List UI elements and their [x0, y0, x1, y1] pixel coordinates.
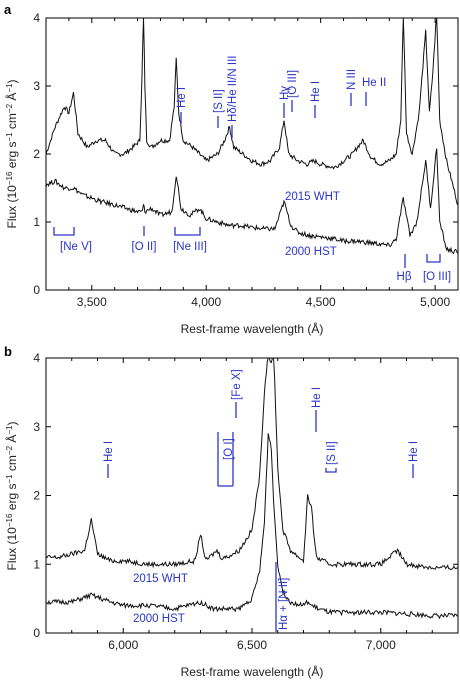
x-tick-label: 4,500 — [306, 295, 336, 309]
panel-a-ylabel: Flux (10−16 erg s−1 cm−2 Å−1) — [4, 79, 19, 228]
series-line-2015-wht — [45, 17, 459, 206]
line-label: [O I] — [223, 438, 235, 460]
x-tick-label: 6,000 — [108, 638, 138, 652]
panel-b-series — [45, 357, 459, 620]
x-tick-label: 5,000 — [420, 295, 450, 309]
series-line-2015-wht — [45, 357, 459, 571]
y-tick-label: 0 — [33, 626, 40, 640]
panel-b-ticks: 6,000 6,500 7,000 0 1 2 3 4 — [33, 351, 459, 652]
bracket-label: [Ne V] — [60, 241, 92, 253]
line-label: Hγ — [279, 86, 291, 100]
bracket-marker — [217, 432, 234, 487]
x-tick-label: 6,500 — [237, 638, 267, 652]
panel-b-frame — [45, 357, 459, 634]
series-label-hst: 2000 HST — [133, 613, 185, 625]
line-label: He II — [362, 77, 386, 89]
y-tick-label: 3 — [33, 79, 40, 93]
panel-b-ylabel: Flux (10−16 erg s−1 cm−2 Å−1) — [4, 421, 19, 570]
line-label: He I — [176, 87, 188, 108]
y-tick-label: 2 — [33, 489, 40, 503]
series-label-wht: 2015 WHT — [285, 191, 340, 203]
y-tick-label: 3 — [33, 420, 40, 434]
y-tick-label: 2 — [33, 147, 40, 161]
y-tick-label: 4 — [33, 11, 40, 25]
bracket-marker — [174, 227, 201, 236]
bracket-label: Hβ — [397, 271, 412, 283]
series-label-hst: 2000 HST — [285, 246, 337, 258]
line-label: He I — [310, 81, 322, 102]
x-tick-label: 7,000 — [366, 638, 396, 652]
y-tick-label: 0 — [33, 283, 40, 297]
series-label-wht: 2015 WHT — [133, 573, 188, 585]
x-tick-label: 4,000 — [191, 295, 221, 309]
line-label: He I — [408, 441, 420, 462]
line-label: [S II] — [326, 441, 338, 465]
bracket-marker — [426, 254, 441, 263]
line-label: [O III] — [287, 70, 299, 98]
panel-b-xlabel: Rest-frame wavelength (Å) — [181, 664, 324, 679]
y-tick-label: 4 — [33, 351, 40, 365]
panel-a-xlabel: Rest-frame wavelength (Å) — [181, 321, 324, 336]
panel-b-annotations: He I [O I] [Fe X] He I [S II] He I 2015 WHT 200… — [103, 369, 420, 632]
bracket-label: [Ne III] — [173, 241, 207, 253]
line-label: Hδ/He II/N III — [227, 56, 239, 122]
x-tick-label: 3,500 — [77, 295, 107, 309]
line-label: He I — [311, 387, 323, 408]
line-label: He I — [103, 441, 115, 462]
line-label: [Fe X] — [231, 369, 243, 400]
bracket-label: [O II] — [132, 241, 157, 253]
line-label: [S II] — [213, 89, 225, 113]
bracket-marker — [325, 468, 337, 473]
y-tick-label: 1 — [33, 557, 40, 571]
panel-a-ticks: 3,500 4,000 4,500 5,000 0 1 2 3 4 — [33, 11, 459, 309]
panel-a-label: a — [4, 2, 12, 17]
bracket-label: [O III] — [423, 271, 451, 283]
line-label: Hα + [N II] — [278, 578, 290, 630]
panel-a-annotations: He I [S II] Hδ/He II/N III Hγ[O III] He IN I… — [53, 56, 451, 283]
panel-b-label: b — [4, 344, 12, 359]
y-tick-label: 1 — [33, 215, 40, 229]
bracket-marker — [53, 227, 75, 236]
panel-a-series — [45, 17, 459, 255]
series-line-2000-hst — [45, 148, 458, 255]
line-label: N III — [346, 69, 358, 90]
series-line-2000-hst — [45, 433, 459, 620]
